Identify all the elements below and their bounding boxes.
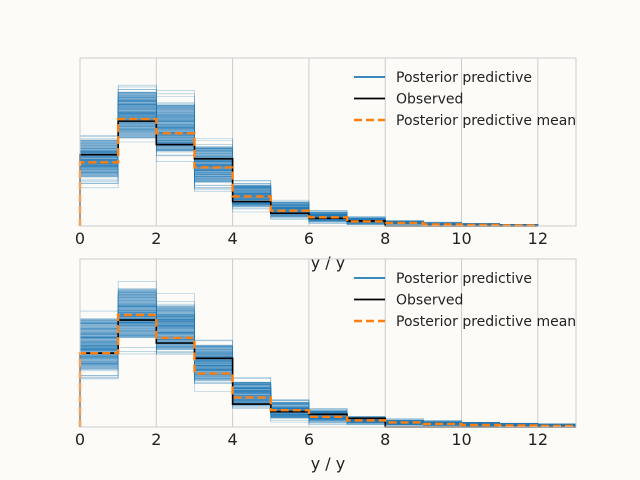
x-axis: 0 2 4 6 8 10 12 y / y [75,430,548,473]
x-tick-label-4: 4 [228,229,238,248]
x-tick-label-2: 2 [151,430,161,449]
posterior-predictive-mean-line [78,117,540,227]
chart-panel-top: 0 2 4 6 8 10 12 y / y Posterior predictive Observ… [75,57,577,272]
posterior-predictive-band-1 [118,92,157,139]
legend-label-2: Posterior predictive mean [396,314,576,330]
legend-label-1: Observed [396,92,463,108]
x-axis-label: y / y [311,253,346,272]
x-tick-label-6: 6 [304,229,314,248]
chart-panel-bottom: 0 2 4 6 8 10 12 y / y Posterior predictive Observ… [75,258,578,473]
posterior-predictive-band-0 [80,318,119,370]
x-axis-label: y / y [311,454,346,473]
posterior-predictive-band-3 [194,146,233,182]
axes-frame [79,258,577,428]
grid [155,58,539,226]
x-tick-label-0: 0 [75,229,85,248]
legend: Posterior predictive Observed Posterior pr… [354,70,576,129]
x-tick-label-2: 2 [151,229,161,248]
x-tick-label-10: 10 [451,229,471,248]
posterior-predictive-band-2 [156,105,195,151]
legend-label-0: Posterior predictive [396,271,532,287]
legend-label-1: Observed [396,293,463,309]
legend-label-2: Posterior predictive mean [396,113,576,129]
posterior-predictive-band-9 [423,222,462,225]
axes-frame [79,57,577,227]
posterior-predictive-draws [79,281,577,427]
posterior-predictive-band-6 [308,211,348,221]
posterior-predictive-band-5 [270,202,309,217]
grid [155,259,539,427]
x-tick-label-12: 12 [528,430,548,449]
x-axis: 0 2 4 6 8 10 12 y / y [75,229,548,272]
posterior-predictive-band-5 [270,401,309,418]
posterior-predictive-band-10 [461,422,500,426]
posterior-predictive-band-7 [347,416,386,424]
legend-label-0: Posterior predictive [396,70,532,86]
posterior-predictive-band-0 [80,139,119,177]
x-tick-label-4: 4 [228,430,238,449]
x-tick-label-10: 10 [451,430,471,449]
x-tick-label-12: 12 [528,229,548,248]
posterior-predictive-band-1 [118,289,157,338]
x-tick-label-0: 0 [75,430,85,449]
x-tick-label-8: 8 [380,229,390,248]
x-tick-label-8: 8 [380,430,390,449]
posterior-predictive-mean-line [78,313,578,428]
posterior-predictive-band-4 [232,381,271,406]
x-tick-label-6: 6 [304,430,314,449]
legend: Posterior predictive Observed Posterior pr… [354,271,576,330]
